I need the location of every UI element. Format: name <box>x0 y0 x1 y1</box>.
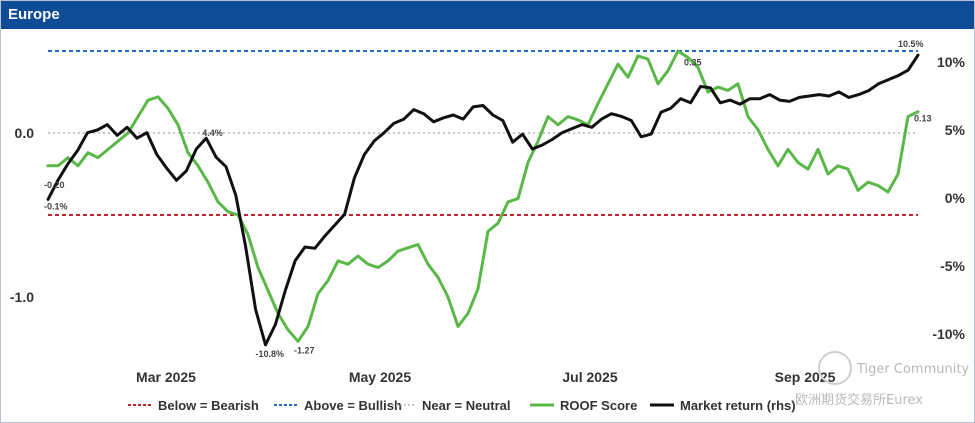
watermark-logo-icon <box>818 351 852 385</box>
right-axis-tick-label: -10% <box>932 326 965 342</box>
legend: Below = Bearish Above = Bullish Near = Neu… <box>128 398 796 413</box>
data-label: 0.35 <box>684 58 702 68</box>
data-label: 4.4% <box>202 128 223 138</box>
watermark-text-2: 欧洲期货交易所Eurex <box>795 392 923 408</box>
left-axis-tick-label: -1.0 <box>10 289 34 305</box>
legend-label: ROOF Score <box>560 398 637 413</box>
right-axis-tick-label: 5% <box>945 122 966 138</box>
watermark: Tiger Community 欧洲期货交易所Eurex <box>795 351 969 408</box>
x-axis-tick-label: Jul 2025 <box>562 369 617 385</box>
reference-lines <box>48 50 918 216</box>
watermark-text-1: Tiger Community <box>856 362 969 377</box>
data-labels: -0.20 -1.27 0.35 0.13 -0.1% 4.4% -10.8% 10.5% <box>44 39 932 359</box>
left-axis-tick-label: 0.0 <box>15 125 35 141</box>
legend-label: Market return (rhs) <box>680 398 796 413</box>
legend-label: Below = Bearish <box>158 398 259 413</box>
x-axis-tick-label: May 2025 <box>349 369 411 385</box>
x-axis-tick-label: Mar 2025 <box>136 369 196 385</box>
right-axis-tick-label: 10% <box>937 54 966 70</box>
right-axis-tick-label: 0% <box>945 190 966 206</box>
axis-ticks: 0.0 -1.0 10% 5% 0% -5% -10% Mar 2025 May 2025 Jul… <box>10 54 966 385</box>
chart-header: Europe <box>1 1 974 29</box>
data-label: -10.8% <box>256 349 285 359</box>
data-label: -0.20 <box>44 180 65 190</box>
series-line-market-return <box>46 53 920 347</box>
data-label: -1.27 <box>294 345 315 355</box>
series-line-roof-score <box>46 49 920 343</box>
legend-label: Above = Bullish <box>304 398 402 413</box>
right-axis-tick-label: -5% <box>940 258 965 274</box>
chart-title: Europe <box>8 6 60 23</box>
data-label: 10.5% <box>898 39 924 49</box>
series-lines <box>46 49 920 347</box>
data-label: -0.1% <box>44 201 68 211</box>
legend-label: Near = Neutral <box>422 398 511 413</box>
data-label: 0.13 <box>914 114 932 124</box>
